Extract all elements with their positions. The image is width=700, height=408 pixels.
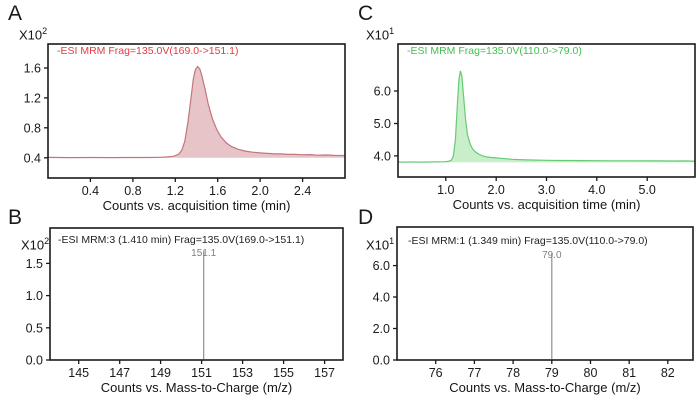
svg-text:76: 76 [429, 366, 443, 380]
scale-base: X10 [19, 27, 43, 43]
plot-area-d: 79.0 76 77 78 79 80 81 82 0.0 2.0 4.0 6.0 [373, 226, 694, 380]
trace-header: -ESI MRM:3 (1.410 min) Frag=135.0V(169.0… [58, 234, 305, 246]
svg-text:79.0: 79.0 [542, 250, 562, 261]
y-axis-scale-label: X102 [21, 236, 49, 252]
svg-text:81: 81 [622, 366, 636, 380]
scale-base: X10 [21, 237, 45, 253]
svg-text:3.0: 3.0 [538, 183, 555, 197]
svg-text:1.5: 1.5 [26, 257, 43, 271]
panel-a-chromatogram: 0.4 0.8 1.2 1.6 2.0 2.4 0.4 0.8 1.2 1.6 A X102 -E… [0, 0, 350, 213]
svg-text:2.0: 2.0 [488, 183, 505, 197]
trace-header: -ESI MRM Frag=135.0V(169.0->151.1) [57, 45, 239, 57]
svg-text:82: 82 [661, 366, 675, 380]
svg-text:80: 80 [584, 366, 598, 380]
svg-text:0.0: 0.0 [26, 354, 43, 368]
trace-header: -ESI MRM Frag=135.0V(110.0->79.0) [407, 45, 582, 57]
svg-text:1.2: 1.2 [24, 91, 41, 105]
svg-text:5.0: 5.0 [374, 117, 391, 131]
svg-text:5.0: 5.0 [639, 183, 656, 197]
svg-text:147: 147 [109, 366, 130, 380]
x-axis-title: Counts vs. Mass-to-Charge (m/z) [100, 380, 293, 395]
x-axis-title: Counts vs. acquisition time (min) [102, 198, 291, 213]
scale-base: X10 [366, 27, 390, 43]
svg-text:0.0: 0.0 [373, 354, 390, 368]
scale-exponent: 2 [42, 26, 48, 36]
scale-exponent: 2 [44, 236, 50, 246]
panel-letter-c: C [358, 2, 374, 25]
svg-text:79: 79 [545, 366, 559, 380]
svg-text:6.0: 6.0 [374, 85, 391, 99]
svg-text:2.0: 2.0 [251, 184, 268, 198]
svg-text:77: 77 [467, 366, 481, 380]
x-axis-title: Counts vs. Mass-to-Charge (m/z) [449, 380, 641, 395]
panel-letter-d: D [358, 206, 374, 229]
scale-base: X10 [366, 237, 390, 253]
svg-text:4.0: 4.0 [374, 149, 391, 163]
svg-text:151: 151 [191, 366, 212, 380]
y-axis-scale-label: X101 [366, 26, 394, 42]
svg-text:4.0: 4.0 [373, 291, 390, 305]
svg-text:153: 153 [232, 366, 253, 380]
scale-exponent: 1 [389, 26, 395, 36]
svg-text:157: 157 [314, 366, 335, 380]
y-axis-scale-label: X102 [19, 26, 47, 42]
svg-text:0.4: 0.4 [24, 151, 41, 165]
svg-text:1.6: 1.6 [209, 184, 226, 198]
svg-text:149: 149 [150, 366, 171, 380]
svg-text:145: 145 [68, 366, 89, 380]
svg-text:6.0: 6.0 [373, 259, 390, 273]
svg-text:1.2: 1.2 [167, 184, 184, 198]
panel-letter-a: A [8, 2, 23, 25]
x-axis-title: Counts vs. acquisition time (min) [452, 197, 641, 212]
svg-text:1.0: 1.0 [437, 183, 454, 197]
svg-text:0.4: 0.4 [82, 184, 99, 198]
svg-text:0.8: 0.8 [124, 184, 141, 198]
svg-text:151.1: 151.1 [191, 248, 216, 259]
y-axis-scale-label: X101 [366, 236, 394, 252]
panel-b-spectrum: 151.1 145 147 149 151 153 155 157 0.0 0.5 1.0 1.5 B… [0, 204, 350, 408]
svg-text:2.0: 2.0 [373, 322, 390, 336]
plot-area-b: 151.1 145 147 149 151 153 155 157 0.0 0.5 1.0 1.5 [26, 227, 344, 380]
plot-area-c: 1.0 2.0 3.0 4.0 5.0 4.0 5.0 6.0 [374, 43, 696, 197]
panel-d-spectrum: 79.0 76 77 78 79 80 81 82 0.0 2.0 4.0 6.0 D X101 -E… [350, 204, 700, 408]
svg-text:1.0: 1.0 [26, 289, 43, 303]
svg-text:155: 155 [273, 366, 294, 380]
svg-text:4.0: 4.0 [588, 183, 605, 197]
svg-text:0.8: 0.8 [24, 121, 41, 135]
svg-text:1.6: 1.6 [24, 62, 41, 76]
panel-letter-b: B [8, 206, 23, 229]
svg-text:2.4: 2.4 [294, 184, 311, 198]
trace-header: -ESI MRM:1 (1.349 min) Frag=135.0V(110.0… [408, 235, 648, 247]
plot-area-a: 0.4 0.8 1.2 1.6 2.0 2.4 0.4 0.8 1.2 1.6 [24, 43, 346, 198]
panel-c-chromatogram: 1.0 2.0 3.0 4.0 5.0 4.0 5.0 6.0 C X101 -ESI MRM… [350, 0, 700, 212]
svg-text:0.5: 0.5 [26, 321, 43, 335]
svg-text:78: 78 [506, 366, 520, 380]
scale-exponent: 1 [389, 236, 395, 246]
